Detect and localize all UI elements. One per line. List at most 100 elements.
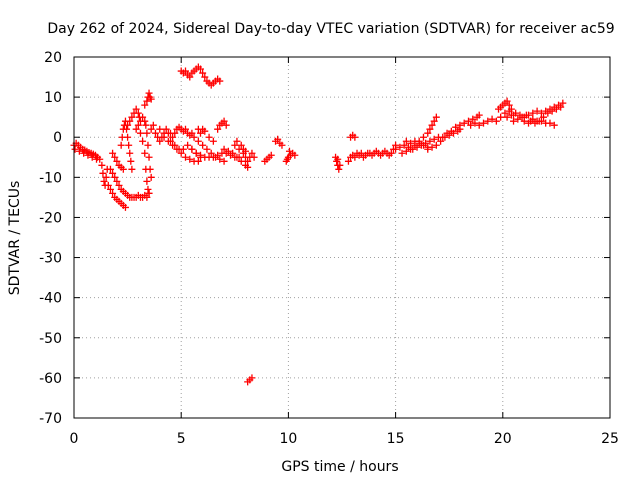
data-point-marker <box>351 133 359 141</box>
data-point-marker <box>216 77 224 85</box>
data-point-marker <box>151 129 159 137</box>
y-axis-label: SDTVAR / TECUs <box>7 181 23 296</box>
data-point-marker <box>520 117 528 125</box>
data-point-marker <box>207 149 215 157</box>
data-point-marker <box>141 117 149 125</box>
y-tick-label: 10 <box>44 90 62 106</box>
data-point-marker <box>224 147 232 155</box>
data-point-marker <box>171 141 179 149</box>
data-point-marker <box>106 165 114 173</box>
x-tick-label: 10 <box>279 431 297 447</box>
data-point-marker <box>398 149 406 157</box>
data-point-marker <box>518 113 526 121</box>
data-point-marker <box>244 157 252 165</box>
data-point-marker <box>492 117 500 125</box>
data-point-marker <box>480 119 488 127</box>
data-point-marker <box>357 149 365 157</box>
x-tick-label: 0 <box>70 431 79 447</box>
data-point-marker <box>387 149 395 157</box>
data-point-marker <box>402 137 410 145</box>
data-point-marker <box>192 149 200 157</box>
data-point-marker <box>512 109 520 117</box>
data-point-marker <box>121 203 129 211</box>
data-point-marker <box>537 109 545 117</box>
data-point-marker <box>503 97 511 105</box>
data-point-marker <box>550 121 558 129</box>
data-point-marker <box>336 161 344 169</box>
data-point-marker <box>229 149 237 157</box>
data-point-marker <box>237 157 245 165</box>
data-point-marker <box>419 133 427 141</box>
data-point-marker <box>209 137 217 145</box>
data-point-marker <box>127 157 135 165</box>
data-point-marker <box>535 117 543 125</box>
data-point-marker <box>239 145 247 153</box>
data-point-marker <box>278 141 286 149</box>
data-point-marker <box>109 149 117 157</box>
data-point-marker <box>216 155 224 163</box>
data-point-marker <box>117 141 125 149</box>
data-point-marker <box>141 149 149 157</box>
data-point-marker <box>233 137 241 145</box>
data-point-marker <box>126 117 134 125</box>
data-point-marker <box>115 181 123 189</box>
data-point-marker <box>426 137 434 145</box>
data-point-marker <box>156 137 164 145</box>
data-point-marker <box>475 121 483 129</box>
data-point-marker <box>471 119 479 127</box>
data-point-marker <box>147 95 155 103</box>
data-point-marker <box>186 155 194 163</box>
data-point-marker <box>143 177 151 185</box>
data-point-marker <box>106 185 114 193</box>
data-point-marker <box>201 73 209 81</box>
data-point-marker <box>344 157 352 165</box>
data-point-marker <box>111 173 119 181</box>
data-point-marker <box>166 137 174 145</box>
y-tick-label: 0 <box>53 130 62 146</box>
data-point-marker <box>285 147 293 155</box>
y-tick-label: -40 <box>39 291 62 307</box>
data-point-marker <box>484 117 492 125</box>
data-point-marker <box>419 141 427 149</box>
data-point-marker <box>181 125 189 133</box>
data-point-marker <box>134 109 142 117</box>
data-point-marker <box>432 141 440 149</box>
data-point-marker <box>145 89 153 97</box>
data-point-marker <box>533 107 541 115</box>
data-point-marker <box>334 155 342 163</box>
data-point-marker <box>119 165 127 173</box>
data-point-marker <box>203 145 211 153</box>
data-point-marker <box>529 109 537 117</box>
x-axis-label: GPS time / hours <box>281 459 398 475</box>
data-point-marker <box>437 137 445 145</box>
data-point-marker <box>196 151 204 159</box>
data-point-marker <box>505 101 513 109</box>
data-point-marker <box>132 125 140 133</box>
data-point-marker <box>514 115 522 123</box>
data-point-marker <box>447 127 455 135</box>
grid-lines <box>74 57 610 418</box>
data-point-marker <box>109 189 117 197</box>
data-point-marker <box>540 113 548 121</box>
data-point-marker <box>220 157 228 165</box>
data-point-marker <box>113 157 121 165</box>
data-point-marker <box>98 161 106 169</box>
data-point-marker <box>147 173 155 181</box>
data-point-marker <box>392 141 400 149</box>
x-tick-label: 25 <box>601 431 619 447</box>
data-point-marker <box>237 141 245 149</box>
x-tick-label: 15 <box>387 431 405 447</box>
data-point-marker <box>194 157 202 165</box>
data-point-marker <box>88 153 96 161</box>
data-point-marker <box>214 151 222 159</box>
data-point-marker <box>400 141 408 149</box>
data-point-marker <box>147 125 155 133</box>
data-point-marker <box>475 111 483 119</box>
data-point-marker <box>415 139 423 147</box>
data-point-marker <box>559 99 567 107</box>
data-point-marker <box>396 143 404 151</box>
data-point-marker <box>132 105 140 113</box>
data-point-marker <box>497 113 505 121</box>
data-point-marker <box>503 113 511 121</box>
data-point-marker <box>430 135 438 143</box>
